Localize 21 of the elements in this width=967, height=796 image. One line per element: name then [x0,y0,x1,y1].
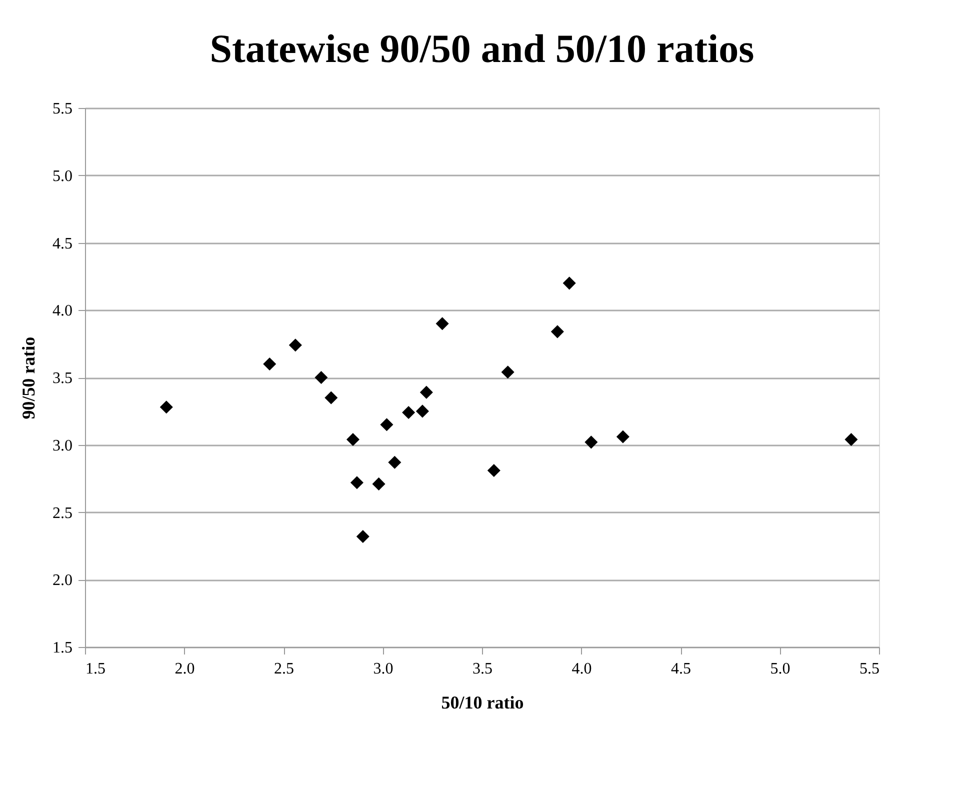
y-axis-title: 90/50 ratio [18,336,38,420]
x-tick-label: 3.5 [472,660,492,678]
chart-title: Statewise 90/50 and 50/10 ratios [210,26,754,71]
x-tick-label: 2.0 [174,660,195,678]
y-tick-label: 1.5 [52,640,72,656]
y-tick-label: 5.5 [52,100,72,118]
y-tick-label: 2.5 [52,504,72,522]
y-tick-label: 5.0 [52,168,72,185]
x-tick-label: 5.0 [770,660,790,678]
x-tick-label: 2.5 [274,660,294,678]
y-tick-label: 2.0 [52,572,72,590]
x-tick-label: 5.5 [860,660,880,678]
x-axis-title: 50/10 ratio [441,692,524,712]
y-tick-label: 4.0 [52,302,72,320]
y-tick-label: 3.0 [52,437,72,454]
x-tick-label: 4.5 [671,660,691,678]
x-tick-label: 3.0 [373,660,394,678]
y-tick-label: 3.5 [52,370,72,387]
y-tick-label: 4.5 [52,235,72,252]
x-tick-label: 4.0 [572,660,592,678]
x-tick-label: 1.5 [86,660,106,678]
